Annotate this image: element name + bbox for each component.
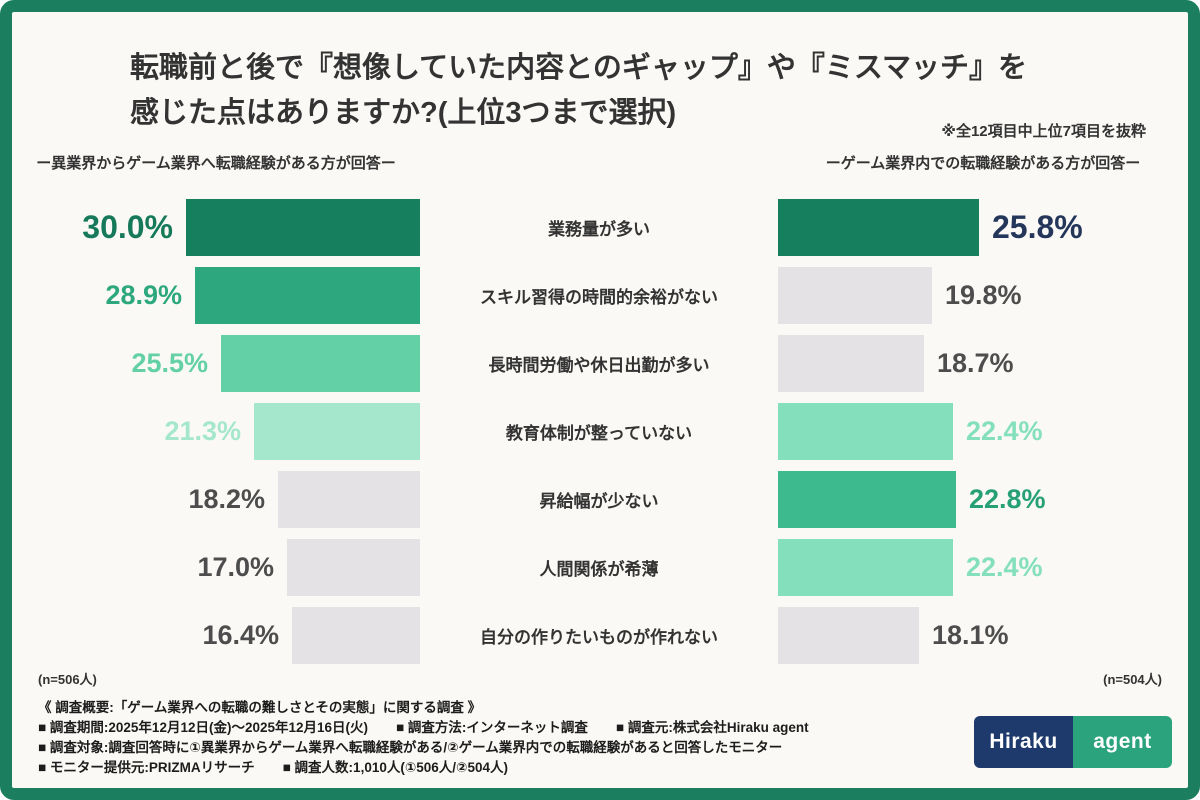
- survey-source: ■ 調査元:株式会社Hiraku agent: [615, 720, 809, 735]
- right-percent-label: 18.7%: [937, 347, 1014, 378]
- survey-period: ■ 調査期間:2025年12月12日(金)〜2025年12月16日(火): [38, 720, 369, 735]
- survey-period-line: ■ 調査期間:2025年12月12日(金)〜2025年12月16日(火) ■ 調…: [38, 718, 1162, 738]
- chart-row: 16.4% 自分の作りたいものが作れない 18.1%: [12, 601, 1188, 669]
- title-line-2: 感じた点はありますか?(上位3つまで選択): [130, 97, 677, 129]
- hiraku-agent-logo: Hiraku agent: [974, 716, 1172, 768]
- category-label: 人間関係が希薄: [539, 559, 659, 579]
- left-percent-label: 28.9%: [105, 279, 182, 310]
- right-bar-cell: 18.7%: [778, 334, 1188, 392]
- category-cell: スキル習得の時間的余裕がない: [420, 283, 778, 308]
- right-percent-label: 22.8%: [969, 483, 1046, 514]
- survey-overview: 《 調査概要:「ゲーム業界への転職の難しさとその実態」に関する調査 》 ■ 調査…: [12, 690, 1188, 788]
- right-bar: [778, 538, 953, 596]
- left-bar: [287, 538, 420, 596]
- category-label: 教育体制が整っていない: [505, 423, 693, 443]
- survey-overview-title-text: 《 調査概要:「ゲーム業界への転職の難しさとその実態」に関する調査 》: [38, 700, 482, 715]
- right-bar: [778, 470, 956, 528]
- right-bar-cell: 18.1%: [778, 606, 1188, 664]
- left-percent-label: 17.0%: [197, 551, 274, 582]
- chart-row: 30.0% 業務量が多い 25.8%: [12, 193, 1188, 261]
- right-bar-cell: 22.4%: [778, 538, 1188, 596]
- survey-target-line: ■ 調査対象:調査回答時に①異業界からゲーム業界へ転職経験がある/②ゲーム業界内…: [38, 738, 1162, 758]
- logo-agent: agent: [1073, 716, 1172, 768]
- right-bar-cell: 25.8%: [778, 198, 1188, 256]
- title-line-1: 転職前と後で『想像していた内容とのギャップ』や『ミスマッチ』を: [130, 52, 1027, 84]
- tornado-chart: 30.0% 業務量が多い 25.8% 28.9% スキル習得の時間的余裕がない …: [12, 193, 1188, 669]
- right-series-header: ーゲーム業界内での転職経験がある方が回答ー: [825, 155, 1141, 172]
- left-bar-cell: 25.5%: [12, 334, 420, 392]
- left-sample-size: (n=506人): [38, 672, 97, 687]
- left-bar: [254, 402, 420, 460]
- chart-row: 21.3% 教育体制が整っていない 22.4%: [12, 397, 1188, 465]
- right-percent-label: 19.8%: [945, 279, 1022, 310]
- left-percent-label: 18.2%: [188, 483, 265, 514]
- chart-row: 28.9% スキル習得の時間的余裕がない 19.8%: [12, 261, 1188, 329]
- survey-target: ■ 調査対象:調査回答時に①異業界からゲーム業界へ転職経験がある/②ゲーム業界内…: [38, 740, 783, 755]
- right-bar: [778, 198, 979, 256]
- chart-row: 17.0% 人間関係が希薄 22.4%: [12, 533, 1188, 601]
- chart-row: 18.2% 昇給幅が少ない 22.8%: [12, 465, 1188, 533]
- left-percent-label: 25.5%: [131, 347, 208, 378]
- category-label: 業務量が多い: [548, 219, 650, 239]
- left-percent-label: 30.0%: [82, 208, 173, 245]
- right-bar-cell: 19.8%: [778, 266, 1188, 324]
- category-cell: 教育体制が整っていない: [420, 419, 778, 444]
- left-series-header: ー異業界からゲーム業界へ転職経験がある方が回答ー: [36, 155, 396, 172]
- left-bar: [221, 334, 420, 392]
- left-bar: [186, 198, 420, 256]
- category-label: 自分の作りたいものが作れない: [480, 627, 718, 647]
- survey-monitor-line: ■ モニター提供元:PRIZMAリサーチ ■ 調査人数:1,010人(①506人…: [38, 758, 1162, 778]
- category-label: スキル習得の時間的余裕がない: [480, 287, 718, 307]
- left-bar-cell: 16.4%: [12, 606, 420, 664]
- right-percent-label: 22.4%: [966, 551, 1043, 582]
- left-bar: [195, 266, 420, 324]
- survey-method: ■ 調査方法:インターネット調査: [396, 720, 588, 735]
- right-bar-cell: 22.8%: [778, 470, 1188, 528]
- left-bar-cell: 18.2%: [12, 470, 420, 528]
- survey-overview-title: 《 調査概要:「ゲーム業界への転職の難しさとその実態」に関する調査 》: [38, 698, 1162, 718]
- monitor-provider: ■ モニター提供元:PRIZMAリサーチ: [38, 760, 255, 775]
- right-bar: [778, 334, 924, 392]
- category-cell: 昇給幅が少ない: [420, 487, 778, 512]
- category-cell: 自分の作りたいものが作れない: [420, 623, 778, 648]
- left-bar-cell: 17.0%: [12, 538, 420, 596]
- category-label: 長時間労働や休日出勤が多い: [488, 355, 710, 375]
- left-bar-cell: 28.9%: [12, 266, 420, 324]
- right-bar: [778, 606, 919, 664]
- category-cell: 長時間労働や休日出勤が多い: [420, 351, 778, 376]
- chart-title: 転職前と後で『想像していた内容とのギャップ』や『ミスマッチ』を 感じた点はありま…: [130, 46, 1188, 136]
- category-label: 昇給幅が少ない: [539, 491, 659, 511]
- chart-row: 25.5% 長時間労働や休日出勤が多い 18.7%: [12, 329, 1188, 397]
- category-cell: 業務量が多い: [420, 215, 778, 240]
- spacer: [420, 152, 778, 173]
- left-bar-cell: 21.3%: [12, 402, 420, 460]
- right-bar: [778, 402, 953, 460]
- right-bar: [778, 266, 932, 324]
- left-percent-label: 21.3%: [164, 415, 241, 446]
- right-percent-label: 18.1%: [932, 619, 1009, 650]
- right-sample-size: (n=504人): [1103, 672, 1162, 687]
- left-percent-label: 16.4%: [202, 619, 279, 650]
- left-bar: [278, 470, 420, 528]
- right-percent-label: 22.4%: [966, 415, 1043, 446]
- category-cell: 人間関係が希薄: [420, 555, 778, 580]
- excerpt-note: ※全12項目中上位7項目を抜粋: [941, 123, 1146, 140]
- right-percent-label: 25.8%: [992, 208, 1083, 245]
- left-bar: [292, 606, 420, 664]
- respondent-count: ■ 調査人数:1,010人(①506人/②504人): [282, 760, 508, 775]
- sample-size-row: (n=506人) (n=504人): [12, 669, 1188, 688]
- column-headers: ー異業界からゲーム業界へ転職経験がある方が回答ー ーゲーム業界内での転職経験があ…: [12, 152, 1188, 173]
- logo-hiraku: Hiraku: [974, 716, 1073, 768]
- left-bar-cell: 30.0%: [12, 198, 420, 256]
- right-bar-cell: 22.4%: [778, 402, 1188, 460]
